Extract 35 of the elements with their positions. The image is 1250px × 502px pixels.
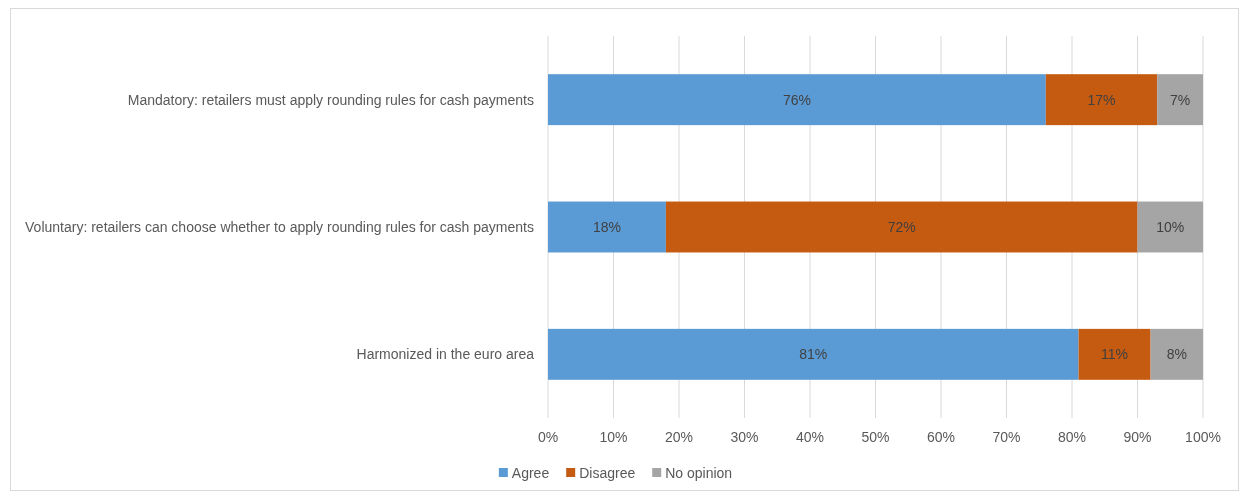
x-tick-label: 30%	[730, 429, 759, 445]
x-tick-label: 70%	[992, 429, 1021, 445]
data-label: 10%	[1156, 219, 1185, 235]
data-label: 76%	[782, 91, 811, 108]
x-tick-label: 50%	[861, 429, 890, 445]
data-label: 17%	[1087, 91, 1116, 108]
data-label: 7%	[1169, 91, 1191, 108]
x-tick-label: 0%	[537, 429, 559, 445]
bar	[1078, 328, 1151, 380]
data-label: 72%	[887, 219, 916, 235]
bar	[548, 201, 666, 253]
bar	[665, 201, 1138, 253]
y-tick-label: Harmonized in the euro area	[356, 346, 535, 363]
legend-label: No opinion	[665, 465, 733, 481]
x-tick-label: 80%	[1057, 429, 1087, 445]
x-tick-label: 40%	[795, 429, 825, 445]
legend-label: Agree	[511, 465, 550, 481]
data-label: 11%	[1101, 346, 1129, 363]
bar	[1045, 74, 1158, 126]
data-label: 18%	[592, 219, 621, 235]
bar	[1157, 74, 1203, 126]
bar	[548, 74, 1046, 126]
x-tick-label: 10%	[599, 429, 628, 445]
data-label: 81%	[799, 346, 828, 363]
bar	[548, 328, 1079, 380]
y-tick-label: Voluntary: retailers can choose whether to apply rounding rules for cash payments	[25, 219, 534, 235]
bar	[1137, 201, 1203, 253]
x-tick-label: 20%	[664, 429, 694, 445]
bar	[1150, 328, 1203, 380]
x-tick-label: 100%	[1185, 429, 1221, 445]
y-tick-label: Mandatory: retailers must apply rounding rules for cash payments	[127, 91, 535, 108]
legend-label: Disagree	[579, 465, 636, 481]
data-label: 8%	[1166, 346, 1187, 363]
x-tick-label: 90%	[1123, 429, 1152, 445]
x-tick-label: 60%	[926, 429, 956, 445]
